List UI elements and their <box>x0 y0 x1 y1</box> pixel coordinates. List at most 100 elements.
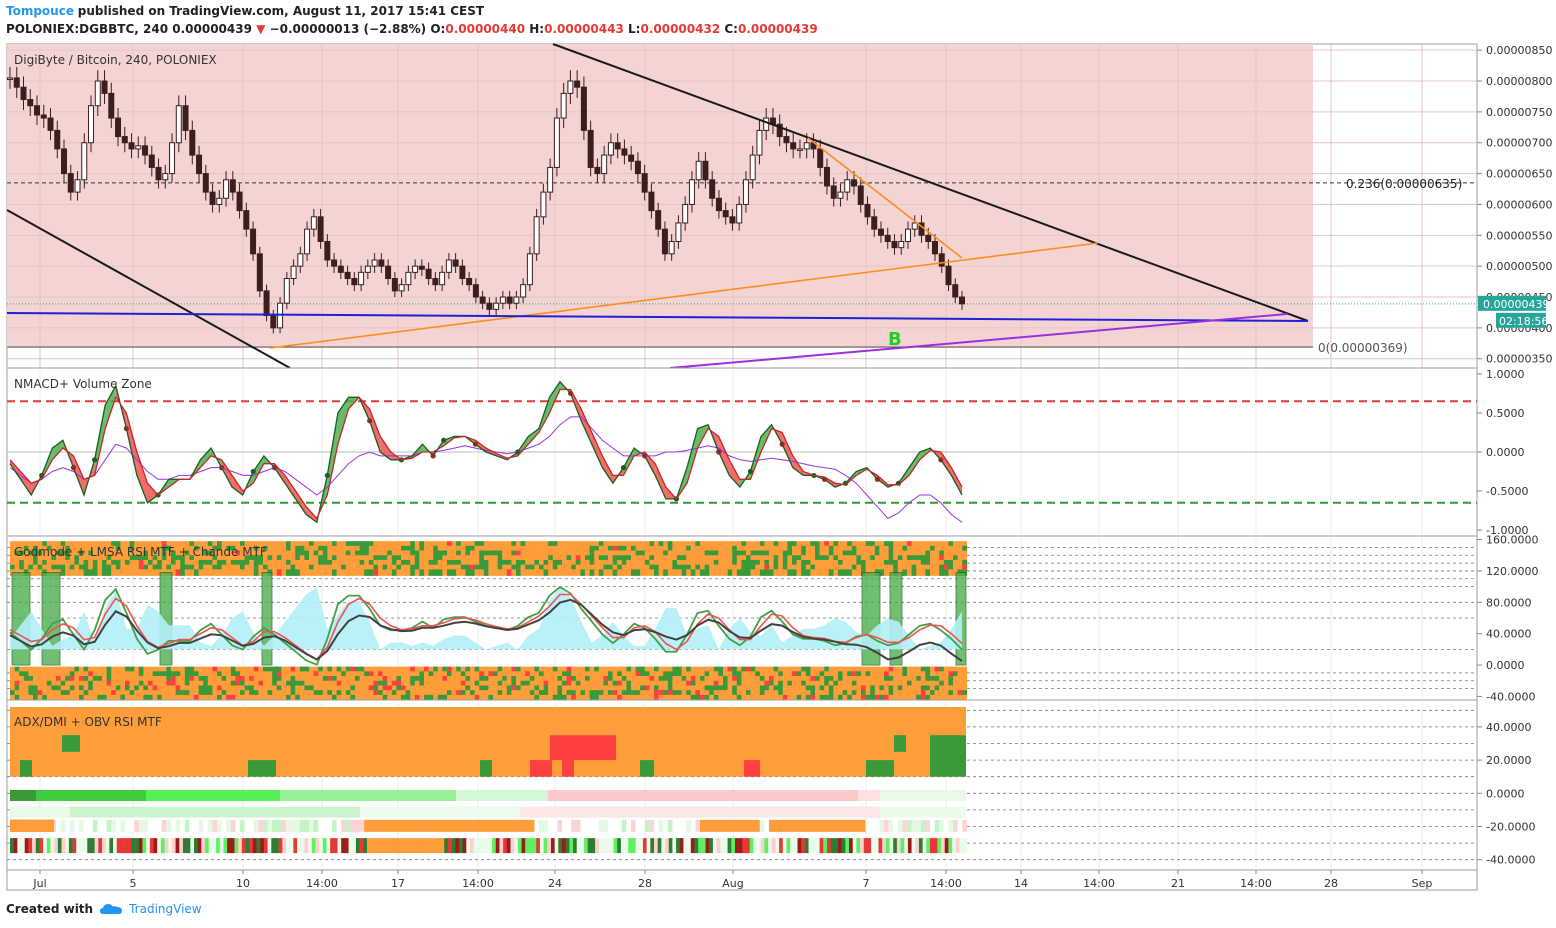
orange-resistance-line[interactable] <box>807 137 963 259</box>
godmode-heat-cell <box>709 666 715 674</box>
godmode-heat-cell <box>79 671 84 678</box>
godmode-heat-cell <box>732 550 738 558</box>
godmode-heat-cell <box>893 690 899 697</box>
godmode-heat-cell <box>842 690 848 697</box>
godmode-heat-cell <box>322 685 328 692</box>
godmode-heat-cell <box>304 690 310 697</box>
godmode-heat-cell <box>83 676 89 683</box>
symbol-label: POLONIEX:DGBBTC, 240 <box>6 22 169 36</box>
godmode-axis[interactable]: 160.0000120.000080.000040.00000.0000-40.… <box>1477 534 1539 704</box>
chart-canvas[interactable]: 0.236(0.00000635) 0(0.00000369) B DigiBy… <box>0 40 1556 898</box>
godmode-pane[interactable]: Godmode + LMSA RSI MTF + Chande MTF 160.… <box>6 534 1539 704</box>
godmode-heat-cell <box>368 564 374 572</box>
godmode-heat-cell <box>364 564 370 572</box>
godmode-heat-cell <box>552 545 558 553</box>
godmode-heat-cell <box>437 541 443 548</box>
godmode-heat-cell <box>727 694 733 702</box>
adx-pane[interactable]: ADX/DMI + OBV RSI MTF 40.000020.00000.00… <box>6 699 1535 871</box>
obv-heat-cell <box>493 819 498 832</box>
obv-heat-cell <box>709 819 715 832</box>
godmode-heat-cell <box>566 541 572 548</box>
godmode-heat-cell <box>562 545 567 553</box>
godmode-heat-cell <box>336 569 342 576</box>
godmode-heat-cell <box>414 690 420 697</box>
godmode-heat-cell <box>456 676 462 683</box>
godmode-heat-cell <box>83 559 89 567</box>
obv-heat-cell <box>180 819 186 832</box>
obv-heat-cell <box>654 838 658 854</box>
godmode-heat-cell <box>603 685 609 692</box>
godmode-heat-cell <box>506 690 512 697</box>
godmode-heat-cell <box>217 569 222 576</box>
obv-heat-cell <box>609 838 614 854</box>
godmode-heat-cell <box>520 694 526 702</box>
obv-heat-cell <box>565 838 570 854</box>
godmode-heat-cell <box>203 680 209 688</box>
godmode-heat-cell <box>566 564 572 572</box>
godmode-heat-cell <box>709 690 715 697</box>
godmode-heat-cell <box>157 676 163 683</box>
godmode-heat-cell <box>962 671 968 678</box>
descending-trendline-left[interactable] <box>6 209 291 369</box>
godmode-heat-cell <box>598 671 604 678</box>
obv-heat-cell <box>146 789 280 801</box>
godmode-heat-cell <box>60 555 66 562</box>
godmode-heat-cell <box>10 550 15 558</box>
obv-heat-cell <box>221 819 227 832</box>
time-axis[interactable]: Jul 5 10 14:00 17 14:00 24 28 Aug 7 14:00 14 14:00 21… <box>6 869 1478 891</box>
tradingview-link[interactable]: TradingView <box>129 902 202 916</box>
price-axis[interactable]: 0.000008500.000008000.000007500.00000700… <box>1477 44 1552 366</box>
godmode-heat-cell <box>838 680 843 688</box>
godmode-heat-cell <box>207 671 213 678</box>
purple-rising-line[interactable] <box>669 313 1288 369</box>
godmode-heat-cell <box>272 541 278 548</box>
godmode-heat-cell <box>46 555 52 562</box>
descending-trendline-upper[interactable] <box>552 43 1309 322</box>
candle <box>594 158 601 183</box>
godmode-heat-cell <box>290 541 296 548</box>
godmode-heat-cell <box>801 541 807 548</box>
godmode-heat-cell <box>654 555 659 562</box>
godmode-heat-cell <box>520 690 526 697</box>
nmacd-pane[interactable]: NMACD+ Volume Zone 1.00000.50000.0000-0.… <box>6 367 1528 537</box>
godmode-heat-cell <box>437 676 443 683</box>
godmode-heat-cell <box>649 569 655 576</box>
godmode-heat-cell <box>847 559 853 567</box>
godmode-heat-cell <box>203 559 209 567</box>
godmode-heat-cell <box>207 680 213 688</box>
godmode-heat-cell <box>677 680 682 688</box>
godmode-heat-cell <box>690 564 696 572</box>
orange-support-line[interactable] <box>269 242 1099 349</box>
godmode-heat-cell <box>345 676 351 683</box>
godmode-heat-cell <box>129 666 135 674</box>
godmode-heat-cell <box>907 541 912 548</box>
godmode-heat-cell <box>276 694 282 702</box>
godmode-heat-cell <box>594 564 600 572</box>
godmode-heat-cell <box>621 690 627 697</box>
godmode-heat-cell <box>893 550 899 558</box>
godmode-heat-cell <box>299 666 305 674</box>
godmode-heat-cell <box>299 685 305 692</box>
adx-signal-block <box>930 735 966 777</box>
godmode-heat-cell <box>672 680 678 688</box>
godmode-heat-cell <box>769 666 774 674</box>
godmode-heat-cell <box>539 545 544 553</box>
price-pane[interactable]: 0.236(0.00000635) 0(0.00000369) B DigiBy… <box>6 43 1552 369</box>
godmode-heat-cell <box>939 555 945 562</box>
obv-heat-cell <box>863 838 868 854</box>
godmode-heat-cell <box>672 690 678 697</box>
blue-horizontal-support[interactable] <box>6 312 1309 322</box>
godmode-heat-cell <box>350 676 356 683</box>
godmode-heat-cell <box>102 545 107 553</box>
godmode-heat-cell <box>782 676 788 683</box>
godmode-heat-cell <box>465 690 471 697</box>
godmode-heat-cell <box>805 550 811 558</box>
candle <box>310 208 317 237</box>
godmode-heat-cell <box>368 541 374 548</box>
godmode-heat-cell <box>778 676 784 683</box>
godmode-heat-cell <box>713 541 719 548</box>
godmode-heat-cell <box>709 555 715 562</box>
author-link[interactable]: Tompouce <box>6 4 74 18</box>
